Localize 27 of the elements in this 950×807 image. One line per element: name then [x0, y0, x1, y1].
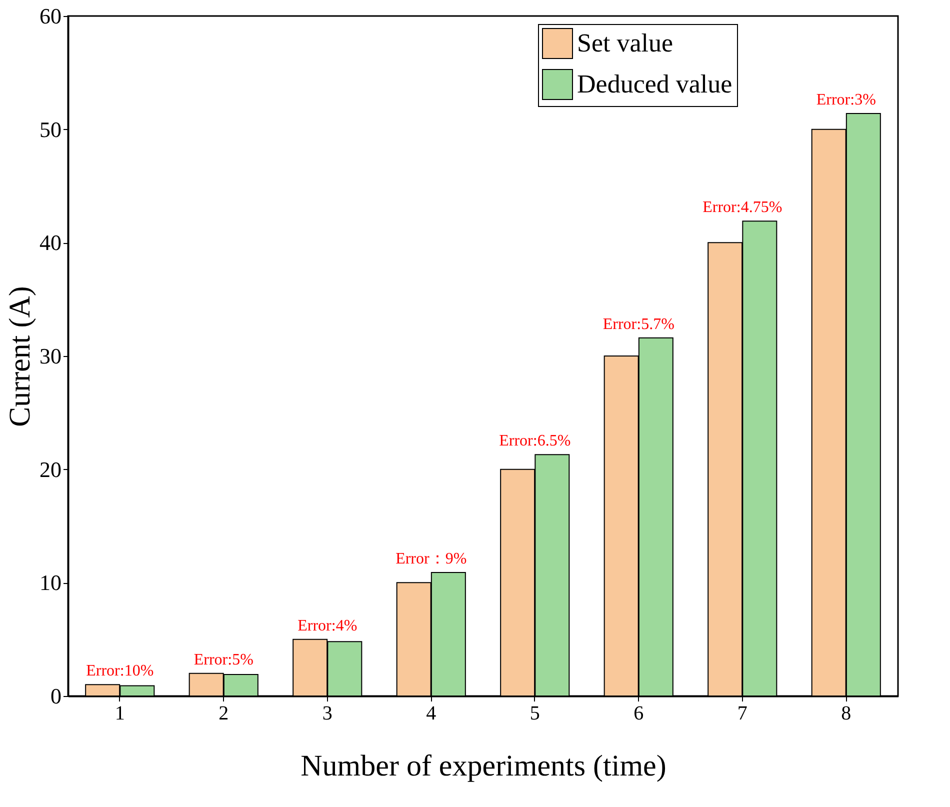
legend-label: Set value: [577, 28, 674, 58]
x-axis-title: Number of experiments (time): [300, 750, 666, 782]
annotation: Error:3%: [816, 91, 876, 108]
y-tick-label: 0: [50, 684, 62, 708]
y-tick-label: 50: [40, 116, 62, 142]
annotation: Error:4%: [298, 617, 358, 634]
y-tick-label: 30: [40, 344, 62, 368]
x-tick-label: 4: [426, 702, 436, 724]
x-tick-label: 6: [634, 702, 644, 724]
annotation: Error:5.7%: [602, 316, 674, 333]
x-tick-label: 2: [218, 702, 229, 724]
annotation: Error:10%: [86, 662, 154, 680]
annotation: Error:5%: [194, 651, 254, 668]
x-tick-label: 5: [530, 702, 540, 724]
x-tick-label: 7: [737, 702, 748, 724]
x-tick-label: 8: [841, 702, 852, 724]
annotation: Error:4.75%: [702, 199, 782, 216]
y-tick-label: 60: [40, 4, 62, 28]
y-tick-label: 10: [40, 570, 62, 596]
x-tick-label: 1: [114, 702, 125, 724]
x-tick-label: 3: [322, 702, 332, 724]
annotation: Error：9%: [396, 550, 467, 568]
y-tick-label: 20: [40, 456, 62, 482]
y-axis-title: Current (A): [4, 286, 36, 427]
annotation: Error:6.5%: [499, 432, 571, 450]
legend-label: Deduced value: [577, 70, 732, 98]
y-tick-label: 40: [40, 230, 62, 256]
